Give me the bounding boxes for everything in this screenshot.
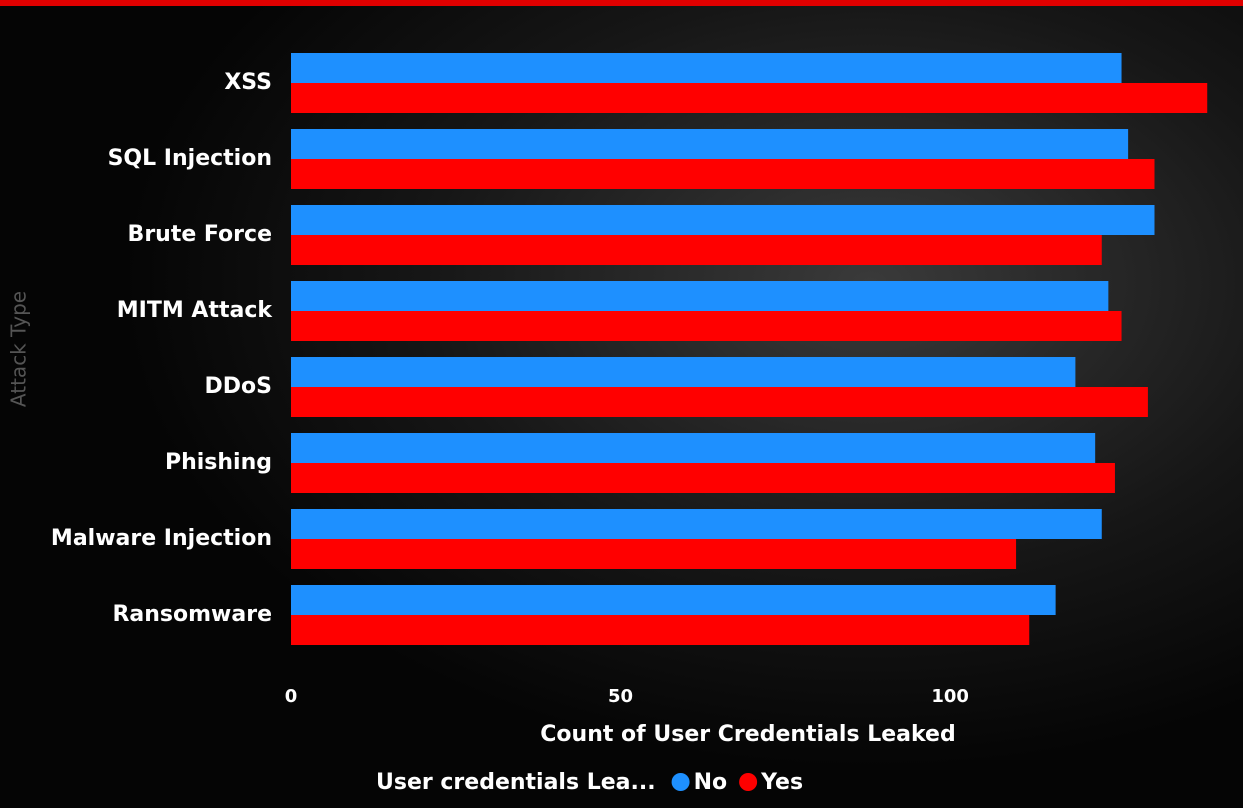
legend-label: No <box>694 770 728 795</box>
y-tick-label: MITM Attack <box>117 298 274 323</box>
bar <box>291 235 1102 265</box>
bar <box>291 387 1148 417</box>
legend: User credentials Lea... No Yes <box>376 770 803 795</box>
bar <box>291 53 1122 83</box>
legend-title: User credentials Lea... <box>376 770 656 795</box>
legend-marker <box>671 773 690 791</box>
bar <box>291 129 1129 159</box>
y-tick-label: Malware Injection <box>51 526 272 551</box>
bar <box>291 205 1155 235</box>
x-axis-title: Count of User Credentials Leaked <box>540 722 955 747</box>
bar <box>291 311 1122 341</box>
bar <box>291 433 1096 463</box>
y-tick-label: Brute Force <box>128 222 272 247</box>
legend-label: Yes <box>760 770 803 795</box>
x-tick-label: 50 <box>608 686 633 707</box>
bar <box>291 281 1109 311</box>
bar <box>291 539 1017 569</box>
x-tick-label: 0 <box>285 686 298 707</box>
x-tick-label: 100 <box>931 686 969 707</box>
bar <box>291 463 1115 493</box>
bar <box>291 83 1208 113</box>
bar <box>291 509 1102 539</box>
bar <box>291 357 1076 387</box>
bar <box>291 159 1155 189</box>
y-tick-label: DDoS <box>205 374 272 399</box>
y-tick-label: Ransomware <box>112 602 272 627</box>
bar <box>291 585 1056 615</box>
legend-marker <box>739 773 758 791</box>
y-axis-title: Attack Type <box>7 291 31 407</box>
bar <box>291 615 1030 645</box>
y-tick-label: XSS <box>224 70 272 95</box>
top-border <box>0 0 1243 6</box>
y-tick-label: Phishing <box>165 450 272 475</box>
y-tick-label: SQL Injection <box>108 146 272 171</box>
